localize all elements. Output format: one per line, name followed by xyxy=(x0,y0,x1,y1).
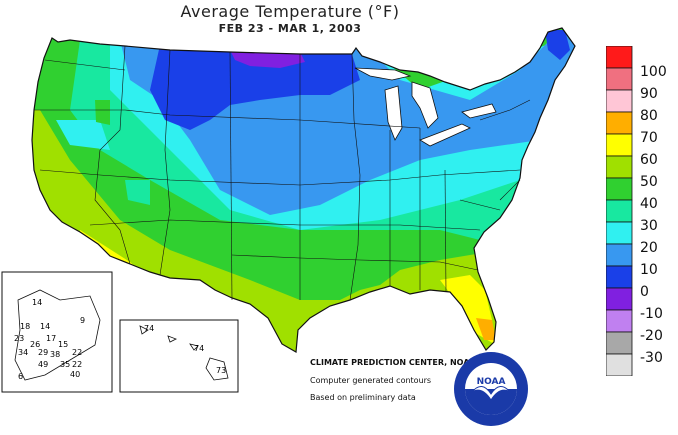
legend-swatch xyxy=(606,287,633,311)
us-outline xyxy=(31,27,576,353)
alaska-label: 15 xyxy=(58,340,69,349)
credit-line-3: Based on preliminary data xyxy=(310,393,416,402)
legend-label: 30 xyxy=(640,218,658,234)
alaska-label: 34 xyxy=(18,348,29,357)
legend-label: 100 xyxy=(640,64,667,80)
alaska-label: 9 xyxy=(80,316,86,325)
legend-swatch xyxy=(606,67,633,91)
alaska-label: 14 xyxy=(32,298,43,307)
legend-swatch xyxy=(606,111,633,135)
legend-swatch xyxy=(606,221,633,245)
credit-line-2: Computer generated contours xyxy=(310,376,432,385)
alaska-label: 49 xyxy=(38,360,49,369)
legend-label: 0 xyxy=(640,284,649,300)
alaska-label: 35 xyxy=(60,360,71,369)
credit-line-1: CLIMATE PREDICTION CENTER, NOAA xyxy=(310,358,476,367)
legend-label: 10 xyxy=(640,262,658,278)
legend-swatch xyxy=(606,199,633,223)
alaska-label: 26 xyxy=(30,340,41,349)
alaska-label: 17 xyxy=(46,334,57,343)
legend-label: -30 xyxy=(640,350,663,366)
alaska-label: 6 xyxy=(18,372,24,381)
hawaii-label: 73 xyxy=(216,366,227,375)
legend-label: 70 xyxy=(640,130,658,146)
legend-label: 20 xyxy=(640,240,658,256)
alaska-label: 22 xyxy=(72,348,83,357)
hawaii-label: 74 xyxy=(144,324,155,333)
color-legend xyxy=(606,46,633,376)
alaska-label: 18 xyxy=(20,322,31,331)
legend-swatch xyxy=(606,89,633,113)
legend-swatch xyxy=(606,353,633,376)
alaska-inset xyxy=(1,271,113,393)
legend-label: 80 xyxy=(640,108,658,124)
legend-label: 40 xyxy=(640,196,658,212)
noaa-logo: NOAA xyxy=(454,352,528,426)
legend-swatch xyxy=(606,46,633,69)
legend-label: 50 xyxy=(640,174,658,190)
alaska-label: 40 xyxy=(70,370,81,379)
legend-swatch xyxy=(606,243,633,267)
legend-label: -20 xyxy=(640,328,663,344)
legend-swatch xyxy=(606,155,633,179)
legend-swatch xyxy=(606,331,633,355)
map-date-range: FEB 23 - MAR 1, 2003 xyxy=(218,22,362,35)
alaska-label: 23 xyxy=(14,334,25,343)
noaa-logo-text: NOAA xyxy=(477,377,506,387)
alaska-label: 29 xyxy=(38,348,49,357)
legend-label: 60 xyxy=(640,152,658,168)
alaska-label: 22 xyxy=(72,360,83,369)
legend-swatch xyxy=(606,177,633,201)
alaska-label: 38 xyxy=(50,350,61,359)
legend-swatch xyxy=(606,133,633,157)
legend-swatch xyxy=(606,265,633,289)
legend-label: -10 xyxy=(640,306,663,322)
state-borders xyxy=(34,45,531,301)
legend-label: 90 xyxy=(640,86,658,102)
alaska-label: 14 xyxy=(40,322,51,331)
hawaii-label: 74 xyxy=(194,344,205,353)
hawaii-inset xyxy=(119,319,239,393)
legend-swatch xyxy=(606,309,633,333)
map-title: Average Temperature (°F) xyxy=(180,2,400,21)
